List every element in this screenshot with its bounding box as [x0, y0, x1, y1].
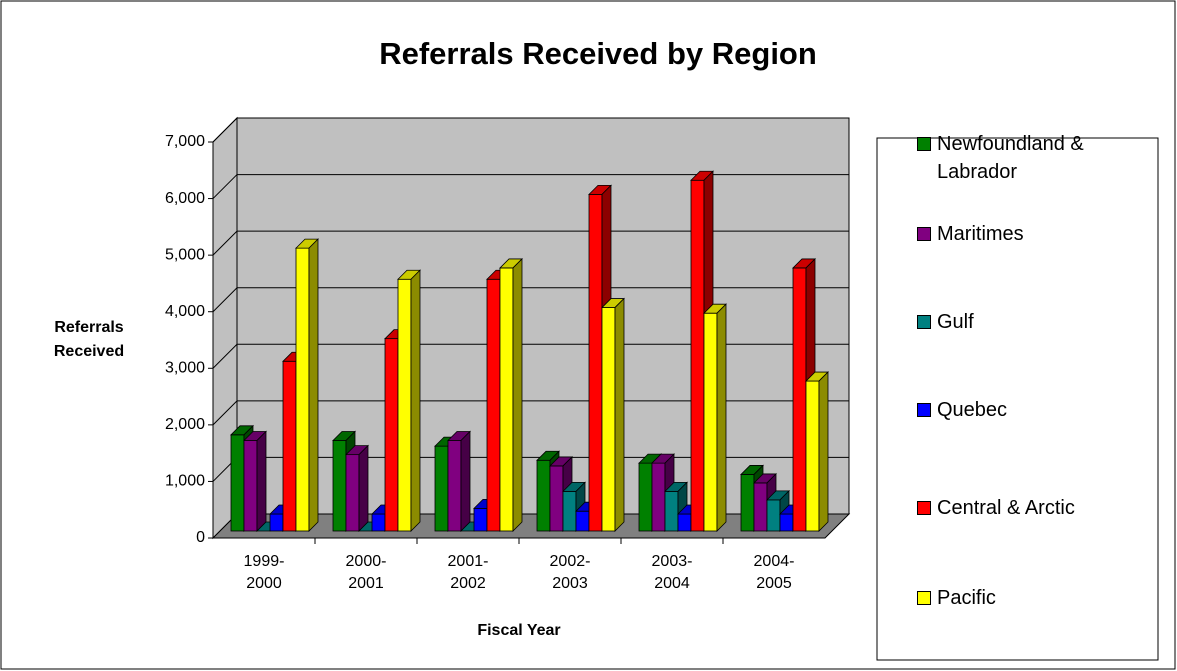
- bar: [575, 510, 590, 532]
- bar: [677, 513, 692, 532]
- bar: [638, 462, 653, 532]
- bar-side: [358, 444, 369, 532]
- bar: [562, 490, 577, 532]
- bar-side: [460, 430, 471, 532]
- y-tick-label: 4,000: [165, 303, 205, 320]
- grid-line: [212, 117, 849, 143]
- bar-side: [512, 257, 523, 532]
- legend-label: Central & Arctic: [937, 497, 1075, 519]
- bar-side: [818, 371, 829, 532]
- legend-swatch: [917, 227, 931, 241]
- bar: [499, 267, 514, 532]
- bar: [651, 462, 666, 532]
- legend-swatch: [917, 591, 931, 605]
- legend-label: Quebec: [937, 399, 1008, 421]
- x-tick-label: 1999-2000: [243, 553, 285, 592]
- bar: [588, 193, 603, 532]
- bar: [473, 507, 488, 532]
- grid-line: [212, 287, 849, 313]
- bar: [384, 338, 399, 532]
- grid-line: [212, 174, 849, 199]
- bar: [230, 434, 245, 532]
- x-tick-label: 2003-2004: [651, 553, 693, 592]
- bar: [690, 179, 705, 532]
- bar: [664, 490, 679, 532]
- bar: [371, 513, 386, 532]
- grid-line: [212, 400, 849, 426]
- bar: [447, 440, 462, 532]
- bar: [766, 499, 781, 532]
- bar: [282, 360, 297, 532]
- grid-line: [212, 343, 849, 369]
- bar: [486, 278, 501, 532]
- bar-side: [410, 269, 421, 532]
- legend-label: Maritimes: [937, 223, 1024, 245]
- bar: [792, 267, 807, 532]
- legend-label: Newfoundland & Labrador: [937, 133, 1084, 183]
- legend-box: [876, 137, 1159, 661]
- y-axis-label: Referrals Received: [53, 319, 125, 360]
- bar-side: [716, 303, 727, 532]
- bar: [269, 513, 284, 532]
- grid-line: [212, 230, 849, 256]
- y-tick-label: 5,000: [165, 246, 205, 263]
- bar: [536, 459, 551, 532]
- bar: [779, 513, 794, 532]
- legend-label: Pacific: [937, 587, 996, 609]
- bar-side: [256, 430, 267, 532]
- bar: [295, 247, 310, 532]
- bar: [345, 454, 360, 532]
- y-tick-label: 2,000: [165, 416, 205, 433]
- y-tick-label: 7,000: [165, 133, 205, 150]
- chart-title: Referrals Received by Region: [379, 36, 817, 71]
- bar: [243, 440, 258, 532]
- x-tick-label: 2001-2002: [447, 553, 489, 592]
- bar: [805, 380, 820, 532]
- y-tick-label: 1,000: [165, 473, 205, 490]
- x-tick-label: 2002-2003: [549, 553, 591, 592]
- bar-side: [614, 297, 625, 532]
- bar: [740, 474, 755, 532]
- bar: [703, 312, 718, 532]
- legend-label: Gulf: [937, 311, 974, 333]
- legend-swatch: [917, 501, 931, 515]
- legend-swatch: [917, 403, 931, 417]
- x-tick-label: 2004-2005: [753, 553, 795, 592]
- bar: [549, 465, 564, 532]
- bar: [753, 482, 768, 532]
- bar: [434, 445, 449, 532]
- bar: [601, 307, 616, 532]
- y-tick-label: 6,000: [165, 190, 205, 207]
- legend-swatch: [917, 137, 931, 151]
- y-tick-label: 3,000: [165, 360, 205, 377]
- x-tick-label: 2000-2001: [345, 553, 387, 592]
- bar: [397, 278, 412, 532]
- bar-side: [308, 238, 319, 532]
- bar: [332, 440, 347, 532]
- x-axis-label: Fiscal Year: [477, 622, 560, 639]
- legend-swatch: [917, 315, 931, 329]
- y-tick-label: 0: [196, 529, 205, 546]
